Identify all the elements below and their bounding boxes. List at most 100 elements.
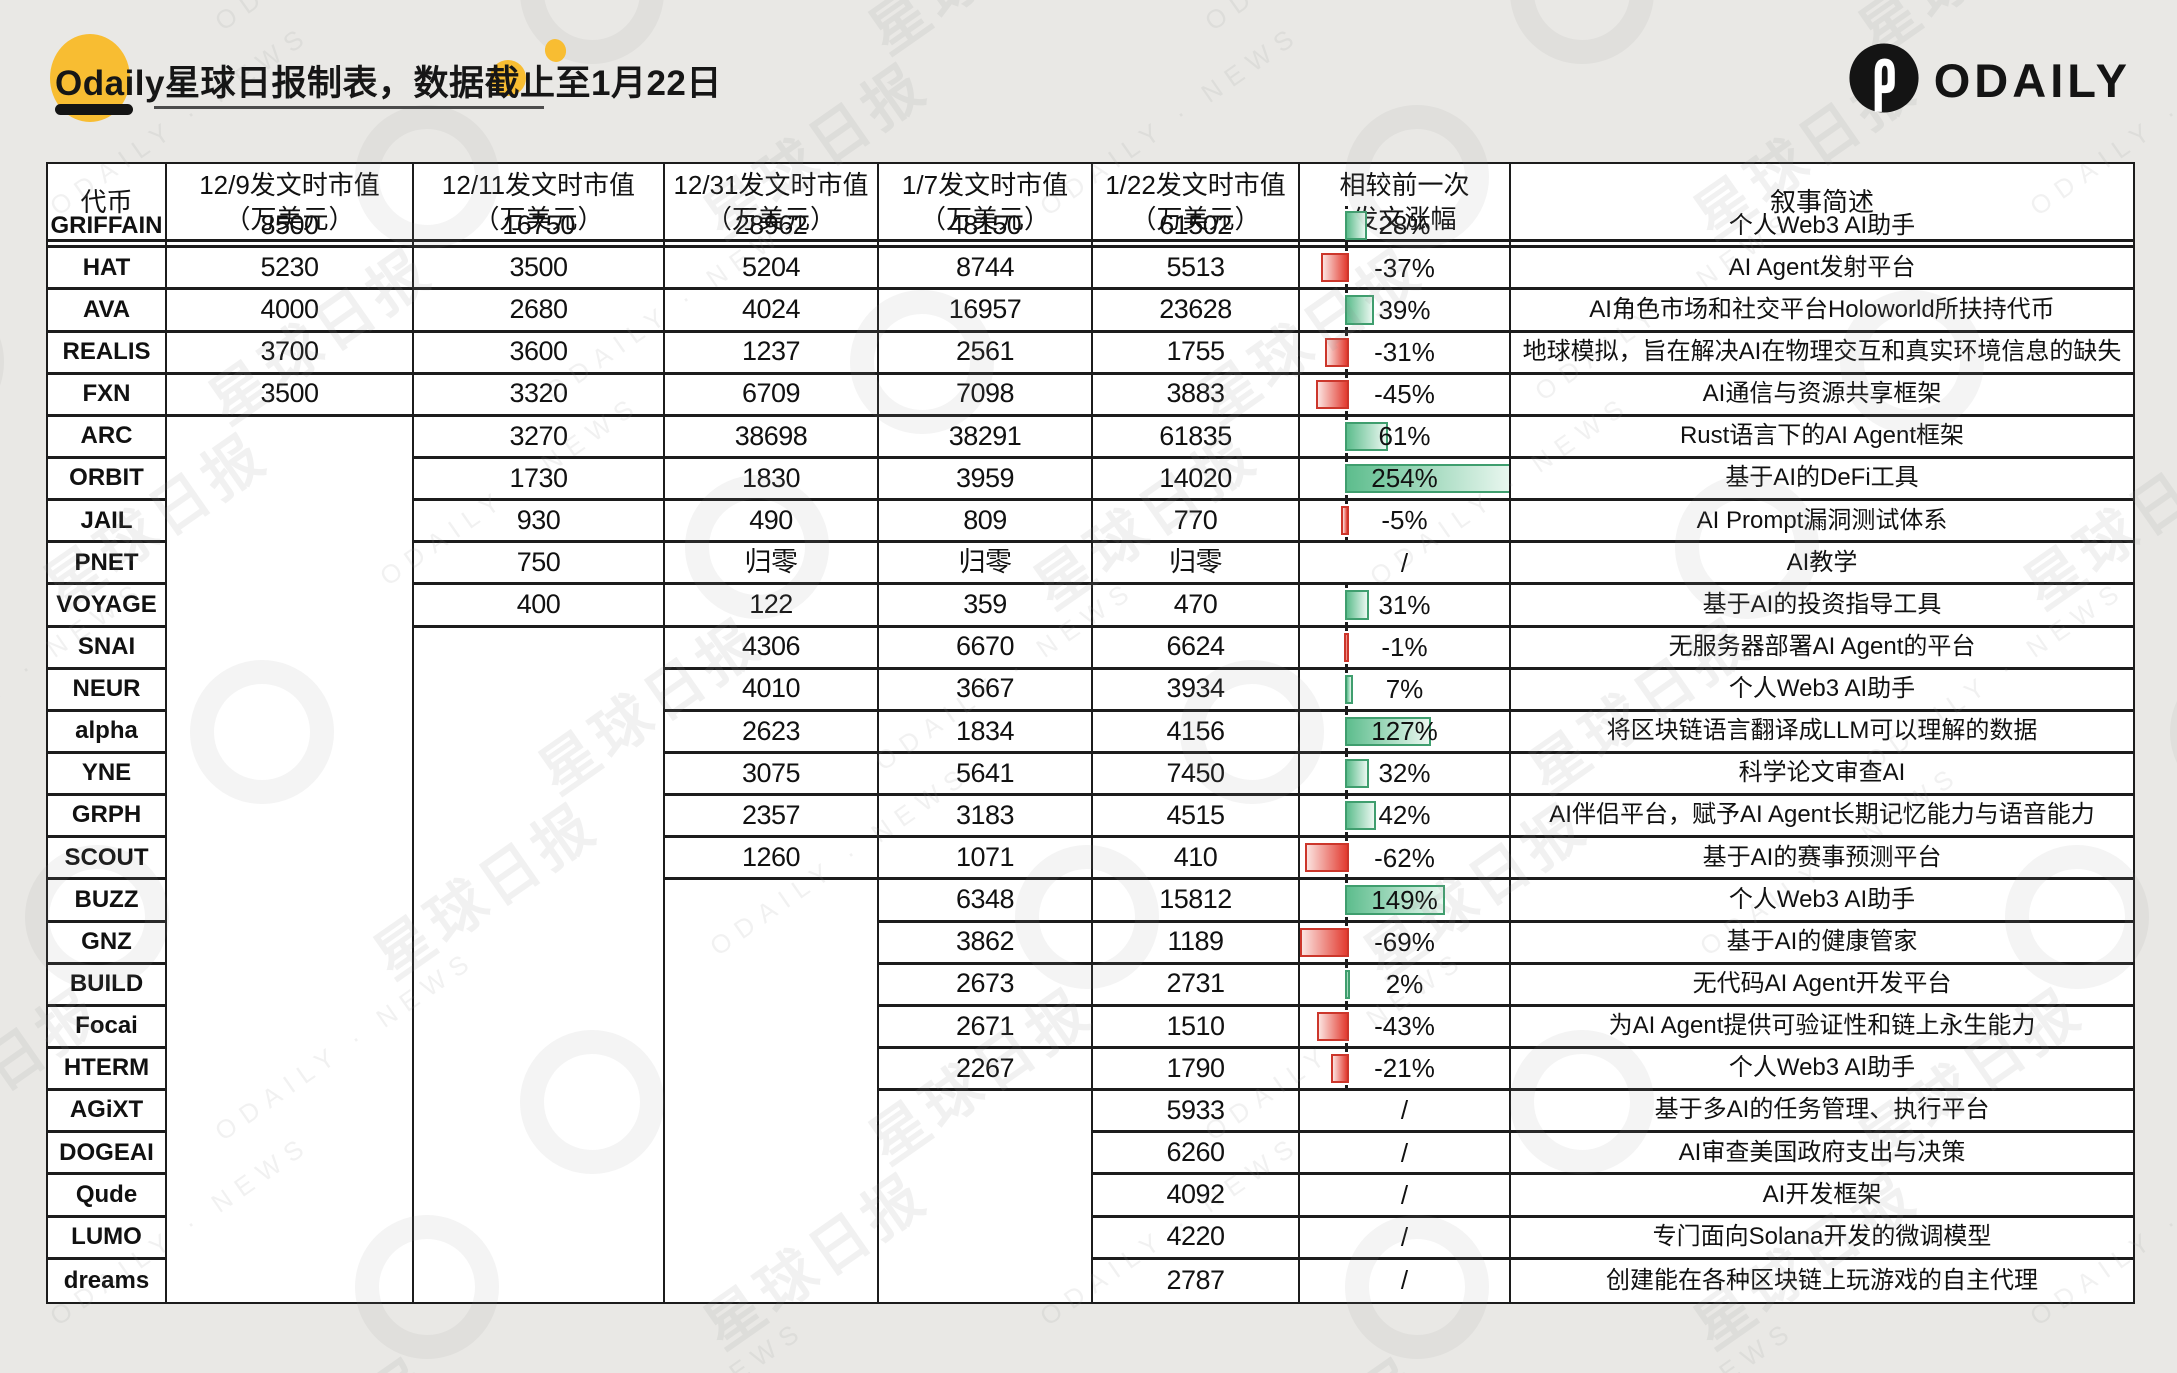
header-cell-3: 12/31发文时市值 （万美元） bbox=[665, 164, 879, 242]
marketcap-cell: 1237 bbox=[665, 332, 879, 375]
change-label: -62% bbox=[1374, 842, 1435, 873]
marketcap-cell: 4000 bbox=[167, 290, 414, 333]
marketcap-cell: 1510 bbox=[1093, 1006, 1300, 1049]
negative-change-bar bbox=[1324, 337, 1349, 367]
header-sublabel: （万美元） bbox=[705, 203, 836, 234]
marketcap-cell bbox=[665, 880, 879, 923]
header-sublabel: （万美元） bbox=[473, 203, 604, 234]
header-cell-4: 1/7发文时市值 （万美元） bbox=[879, 164, 1093, 242]
change-cell: 149% bbox=[1300, 880, 1511, 923]
token-cell: HTERM bbox=[48, 1048, 167, 1092]
marketcap-cell bbox=[167, 753, 414, 797]
token-cell: BUILD bbox=[48, 964, 167, 1007]
token-cell: LUMO bbox=[48, 1217, 167, 1260]
marketcap-cell: 5204 bbox=[665, 248, 879, 291]
change-label: / bbox=[1400, 1179, 1409, 1210]
marketcap-cell bbox=[167, 416, 414, 459]
positive-change-bar bbox=[1344, 590, 1369, 620]
header-label: 12/31发文时市值 bbox=[673, 169, 869, 200]
marketcap-cell: 4220 bbox=[1093, 1217, 1300, 1260]
watermark-text: 星球日报 bbox=[2169, 1334, 2177, 1373]
marketcap-cell bbox=[414, 711, 665, 754]
marketcap-cell: 6348 bbox=[879, 880, 1093, 923]
marketcap-cell: 7450 bbox=[1093, 753, 1300, 797]
positive-change-bar bbox=[1344, 969, 1350, 999]
marketcap-cell bbox=[665, 1217, 879, 1260]
header-cell-6: 相较前一次 发文涨幅 bbox=[1300, 164, 1511, 242]
header-cell-1: 12/9发文时市值 （万美元） bbox=[167, 164, 414, 242]
token-cell: Qude bbox=[48, 1175, 167, 1218]
marketcap-cell: 3183 bbox=[879, 796, 1093, 839]
header-sublabel: 发文涨幅 bbox=[1352, 203, 1457, 234]
narrative-cell: 基于AI的投资指导工具 bbox=[1511, 585, 2133, 628]
marketcap-cell: 770 bbox=[1093, 501, 1300, 544]
watermark-text: 星球日报 bbox=[1179, 1334, 1437, 1373]
change-cell: -5% bbox=[1300, 501, 1511, 544]
token-cell: NEUR bbox=[48, 669, 167, 712]
marketcap-cell: 2787 bbox=[1093, 1259, 1300, 1302]
marketcap-cell bbox=[665, 1133, 879, 1176]
marketcap-cell: 6624 bbox=[1093, 627, 1300, 670]
token-cell: GNZ bbox=[48, 922, 167, 965]
marketcap-cell: 5933 bbox=[1093, 1091, 1300, 1134]
positive-change-bar bbox=[1344, 674, 1354, 704]
marketcap-cell: 3667 bbox=[879, 669, 1093, 712]
change-cell: / bbox=[1300, 543, 1511, 586]
marketcap-cell: 5641 bbox=[879, 753, 1093, 797]
marketcap-cell: 2357 bbox=[665, 796, 879, 839]
marketcap-cell: 490 bbox=[665, 501, 879, 544]
title-bar: Odaily星球日报制表，数据截止至1月22日 bbox=[0, 0, 2177, 150]
header-label: 1/22发文时市值 bbox=[1105, 169, 1286, 200]
marketcap-cell: 7098 bbox=[879, 374, 1093, 417]
marketcap-cell bbox=[414, 880, 665, 923]
narrative-cell: AI角色市场和社交平台Holoworld所扶持代币 bbox=[1511, 290, 2133, 333]
marketcap-cell: 930 bbox=[414, 501, 665, 544]
odaily-logo-text: ODAILY bbox=[1933, 54, 2131, 107]
marketcap-cell: 1189 bbox=[1093, 922, 1300, 965]
title-underline-thin bbox=[154, 106, 544, 109]
marketcap-cell bbox=[414, 669, 665, 712]
narrative-cell: 基于AI的健康管家 bbox=[1511, 923, 2133, 965]
marketcap-cell bbox=[414, 796, 665, 839]
token-cell: GRPH bbox=[48, 796, 167, 839]
marketcap-cell: 1730 bbox=[414, 458, 665, 502]
positive-change-bar bbox=[1344, 885, 1446, 915]
marketcap-cell: 5513 bbox=[1093, 248, 1300, 291]
marketcap-cell: 8500 bbox=[167, 206, 414, 249]
marketcap-cell bbox=[167, 1091, 414, 1134]
marketcap-cell bbox=[167, 964, 414, 1007]
marketcap-cell: 400 bbox=[414, 585, 665, 628]
marketcap-cell: 1834 bbox=[879, 711, 1093, 754]
marketcap-cell: 4010 bbox=[665, 669, 879, 712]
marketcap-cell bbox=[879, 1217, 1093, 1260]
marketcap-cell: 15812 bbox=[1093, 880, 1300, 923]
marketcap-cell: 61502 bbox=[1093, 206, 1300, 249]
header-sublabel: （万美元） bbox=[224, 203, 355, 234]
marketcap-cell: 4515 bbox=[1093, 796, 1300, 839]
negative-change-bar bbox=[1300, 927, 1349, 957]
marketcap-cell: 359 bbox=[879, 585, 1093, 628]
watermark-logo bbox=[0, 261, 33, 463]
marketcap-cell bbox=[414, 838, 665, 881]
marketcap-cell: 3500 bbox=[167, 374, 414, 417]
marketcap-cell bbox=[167, 880, 414, 923]
data-table: 代币 12/9发文时市值 （万美元） 12/11发文时市值 （万美元） 12/31发文时市… bbox=[46, 162, 2135, 1304]
marketcap-cell bbox=[879, 1091, 1093, 1134]
marketcap-cell bbox=[665, 1006, 879, 1049]
change-cell: 127% bbox=[1300, 711, 1511, 754]
header-sublabel: （万美元） bbox=[919, 203, 1050, 234]
token-cell: AGiXT bbox=[48, 1091, 167, 1134]
change-label: / bbox=[1400, 547, 1409, 578]
token-cell: REALIS bbox=[48, 332, 167, 375]
narrative-cell: AI教学 bbox=[1511, 543, 2133, 586]
marketcap-cell bbox=[665, 1175, 879, 1218]
header-label: 代币 bbox=[80, 186, 133, 217]
narrative-cell: Rust语言下的AI Agent框架 bbox=[1511, 417, 2133, 459]
marketcap-cell: 4306 bbox=[665, 627, 879, 670]
narrative-cell: 个人Web3 AI助手 bbox=[1511, 670, 2133, 712]
negative-change-bar bbox=[1304, 843, 1349, 873]
header-cell-7: 叙事简述 bbox=[1511, 164, 2133, 242]
change-cell: -31% bbox=[1300, 332, 1511, 375]
marketcap-cell: 6670 bbox=[879, 627, 1093, 670]
marketcap-cell bbox=[167, 1175, 414, 1218]
